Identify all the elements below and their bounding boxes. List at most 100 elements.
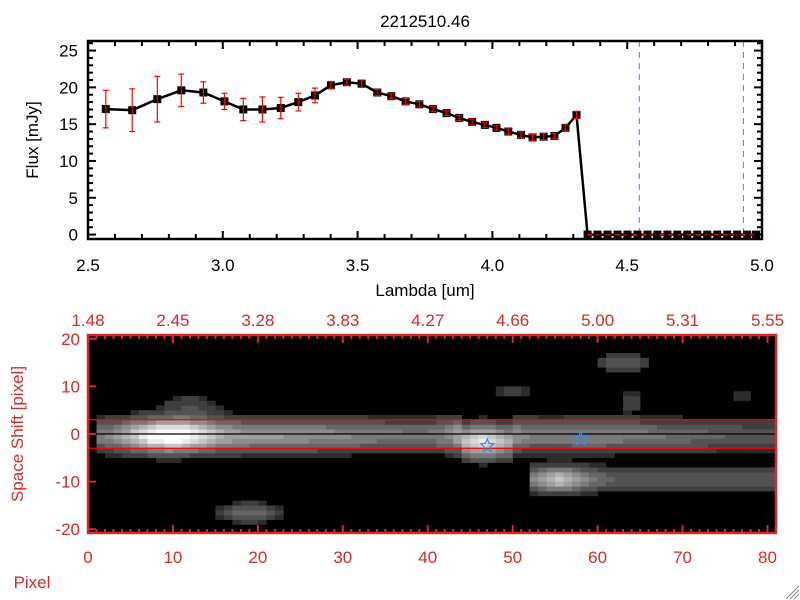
heatmap-cell bbox=[249, 414, 259, 421]
heatmap-cell bbox=[300, 429, 310, 435]
heatmap-cell bbox=[521, 386, 530, 392]
heatmap-cell bbox=[691, 472, 700, 478]
heatmap-cell bbox=[597, 448, 607, 454]
heatmap-cell bbox=[614, 486, 624, 492]
heatmap-cell bbox=[546, 453, 556, 459]
heatmap-cell bbox=[172, 414, 182, 421]
heatmap-cell bbox=[538, 434, 547, 440]
heatmap-cell bbox=[291, 453, 301, 459]
heatmap-cell bbox=[453, 429, 463, 435]
heatmap-cell bbox=[529, 448, 539, 454]
error-bar bbox=[295, 92, 302, 112]
heatmap-cell bbox=[181, 429, 191, 435]
heatmap-cell bbox=[691, 443, 700, 449]
heatmap-cell bbox=[682, 419, 692, 425]
heatmap-cell bbox=[572, 481, 581, 487]
heatmap-cell bbox=[512, 419, 522, 425]
heatmap-cell bbox=[521, 453, 530, 459]
heatmap-cell bbox=[223, 429, 233, 435]
heatmap-cell bbox=[274, 438, 284, 444]
heatmap-cell bbox=[206, 429, 216, 435]
heatmap-cell bbox=[240, 443, 250, 449]
heatmap-cell bbox=[121, 438, 131, 444]
heatmap-cell bbox=[699, 476, 709, 482]
y-tick-label: 0 bbox=[71, 425, 80, 444]
heatmap-cell bbox=[223, 438, 233, 444]
heatmap-cell bbox=[419, 429, 429, 435]
heatmap-cell bbox=[708, 443, 717, 449]
heatmap-cell bbox=[342, 453, 352, 459]
heatmap-cell bbox=[410, 419, 420, 425]
heatmap-cell bbox=[546, 429, 556, 435]
heatmap-cell bbox=[155, 424, 165, 430]
resize-grip-icon[interactable] bbox=[785, 585, 800, 600]
heatmap-cell bbox=[742, 419, 751, 425]
heatmap-cell bbox=[266, 505, 276, 511]
heatmap-cell bbox=[266, 453, 276, 459]
heatmap-cell bbox=[478, 457, 488, 463]
heatmap-cell bbox=[410, 448, 420, 454]
heatmap-cell bbox=[623, 443, 632, 449]
heatmap-cell bbox=[716, 467, 726, 473]
data-point bbox=[663, 230, 672, 239]
heatmap-cell bbox=[767, 481, 777, 487]
heatmap-cell bbox=[631, 424, 641, 430]
heatmap-cell bbox=[640, 438, 649, 444]
heatmap-cell bbox=[648, 476, 658, 482]
heatmap-cell bbox=[750, 472, 760, 478]
heatmap-cell bbox=[232, 419, 242, 425]
heatmap-cell bbox=[274, 419, 284, 425]
error-bar bbox=[240, 97, 247, 122]
heatmap-cell bbox=[521, 419, 530, 425]
heatmap-cell bbox=[691, 486, 700, 492]
heatmap-cell bbox=[529, 443, 539, 449]
heatmap-cell bbox=[444, 434, 454, 440]
heatmap-cell bbox=[232, 429, 242, 435]
heatmap-cell bbox=[640, 362, 649, 368]
heatmap-cell bbox=[572, 448, 581, 454]
heatmap-cell bbox=[478, 462, 488, 468]
heatmap-cell bbox=[453, 434, 463, 440]
heatmap-cell bbox=[742, 448, 751, 454]
heatmap-cell bbox=[274, 514, 284, 520]
heatmap-cell bbox=[368, 438, 378, 444]
heatmap-cell bbox=[614, 419, 624, 425]
heatmap-cell bbox=[614, 414, 624, 421]
heatmap-cell bbox=[240, 519, 250, 525]
heatmap-cell bbox=[597, 357, 607, 363]
x-tick-label: 0 bbox=[83, 548, 92, 567]
heatmap-cell bbox=[742, 486, 751, 492]
heatmap-cell bbox=[164, 405, 174, 411]
heatmap-cell bbox=[733, 476, 743, 482]
heatmap-cell bbox=[393, 429, 403, 435]
heatmap-cell bbox=[725, 448, 734, 454]
heatmap-cell bbox=[597, 419, 607, 425]
heatmap-cell bbox=[325, 434, 335, 440]
heatmap-cell bbox=[487, 434, 497, 440]
heatmap-cell bbox=[198, 453, 208, 459]
heatmap-cell bbox=[597, 429, 607, 435]
heatmap-cell bbox=[113, 448, 123, 454]
heatmap-cell bbox=[716, 419, 726, 425]
heatmap-cell bbox=[257, 519, 267, 525]
heatmap-cell bbox=[538, 419, 547, 425]
heatmap-cell bbox=[708, 481, 717, 487]
heatmap-cell bbox=[410, 434, 420, 440]
heatmap-cell bbox=[665, 414, 675, 421]
heatmap-cell bbox=[419, 448, 429, 454]
error-bar bbox=[277, 96, 284, 120]
heatmap-cell bbox=[742, 467, 751, 473]
heatmap-cell bbox=[631, 476, 641, 482]
heatmap-cell bbox=[334, 453, 344, 459]
heatmap-cell bbox=[257, 424, 267, 430]
heatmap-cell bbox=[691, 424, 700, 430]
heatmap-cell bbox=[640, 424, 649, 430]
heatmap-cell bbox=[147, 419, 157, 425]
heatmap-cell bbox=[104, 419, 114, 425]
heatmap-cell bbox=[614, 362, 624, 368]
heatmap-cell bbox=[674, 481, 683, 487]
heatmap-cell bbox=[665, 429, 675, 435]
heatmap-cell bbox=[164, 457, 174, 463]
heatmap-cell bbox=[96, 414, 106, 421]
